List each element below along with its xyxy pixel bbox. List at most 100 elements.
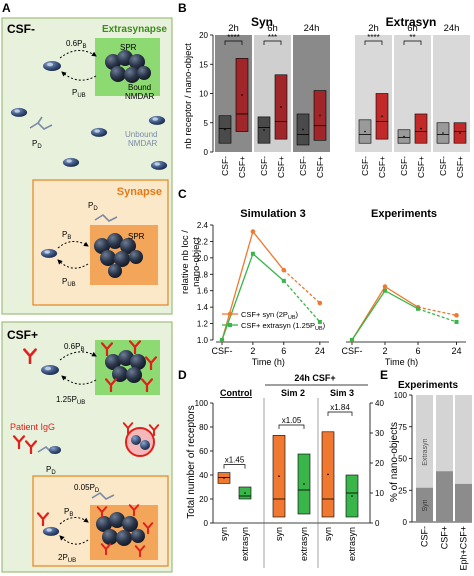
c-ytick-label: 2.2 <box>197 237 209 246</box>
e-ytick-label: 50 <box>398 455 407 464</box>
panel-d-label: D <box>178 368 187 382</box>
x-category-label: CSF- <box>420 526 430 547</box>
series-point <box>250 251 255 256</box>
bound-nmdar-label: NMDAR <box>125 92 155 101</box>
unbound-label: Unbound <box>125 130 157 139</box>
experiments-title: Experiments <box>371 208 437 220</box>
x-category-label: syn <box>219 527 229 541</box>
box-mean <box>263 129 265 131</box>
significance-marker: ** <box>409 33 415 42</box>
series-line-dashed <box>283 269 321 304</box>
series-line-dashed <box>283 280 321 323</box>
fold-bracket <box>327 411 353 416</box>
unbound-nmdar-icon <box>29 116 53 130</box>
significance-marker: **** <box>367 33 379 42</box>
panel-a: A CSF- Extrasynapse SPR Bound NMDAR 0.6P… <box>1 1 173 573</box>
x-category-label: extrasyn <box>299 527 309 561</box>
d-right-tick-label: 40 <box>375 399 384 408</box>
c-xtick-label: 2 <box>250 346 255 356</box>
c-xtick-label: CSF- <box>342 346 363 356</box>
series-point <box>250 229 256 234</box>
c-xtick-label: 24 <box>315 346 325 356</box>
legend-syn-marker <box>227 311 233 317</box>
syn-bar <box>416 487 433 522</box>
series-point <box>317 300 323 306</box>
box-mean <box>459 132 461 134</box>
d-left-tick-label: 0 <box>204 519 209 528</box>
extrasyn-bar <box>436 395 453 472</box>
significance-bracket <box>263 40 282 45</box>
x-category-label: syn <box>274 527 284 541</box>
c-ytick-label: 1.4 <box>197 303 209 312</box>
box-mean <box>351 495 353 497</box>
c-xtick-label: 6 <box>415 346 420 356</box>
panel-e: E Experiments % of nano-objects 0 25 50 75 1… <box>380 368 472 571</box>
panel-b-label: B <box>178 1 187 15</box>
x-category-label: extrasyn <box>240 527 250 561</box>
synapse-cluster-csfplus <box>96 512 145 546</box>
c-xlabel: Time (h) <box>385 357 418 367</box>
x-category-label: Eph+CSF+ <box>459 526 469 571</box>
panel-b: B nb receptor / nano-object 0 5 10 15 20 Syn… <box>178 1 470 178</box>
x-category-label: CSF+ <box>377 156 387 178</box>
syn-bar <box>436 471 453 522</box>
x-category-label: CSF- <box>399 156 409 176</box>
x-category-label: CSF- <box>360 156 370 176</box>
significance-marker: **** <box>227 33 239 42</box>
c-ytick-label: 2.4 <box>197 221 209 230</box>
series-point <box>281 267 287 273</box>
e-ytick-label: 75 <box>398 423 407 432</box>
c-xtick-label: 24 <box>451 346 461 356</box>
extrasynapse-label: Extrasynapse <box>102 24 167 35</box>
box-mean <box>364 130 366 133</box>
bound-label: Bound <box>128 83 151 92</box>
csf-header: 24h CSF+ <box>294 373 335 383</box>
panel-a-label: A <box>2 1 11 15</box>
syn-pub-label-csfplus: 2PUB <box>58 553 76 564</box>
series-point <box>317 319 322 324</box>
series-point <box>350 338 354 342</box>
box-mean <box>442 132 444 134</box>
fold-label: x1.45 <box>225 456 245 465</box>
x-category-label: CSF+ <box>315 156 325 178</box>
box-mean <box>278 475 280 478</box>
simulation-title: Simulation 3 <box>240 208 305 220</box>
extrasyn-bar <box>455 395 472 484</box>
extrasynapse-cluster <box>105 50 151 83</box>
extrasyn-bar <box>416 395 433 488</box>
x-category-label: extrasyn <box>347 527 357 561</box>
c-ytick-label: 1.0 <box>197 336 209 345</box>
free-receptor <box>148 115 166 125</box>
csf-minus-title: CSF- <box>7 22 35 36</box>
fold-bracket <box>278 424 305 429</box>
series-point <box>416 306 420 311</box>
syn-pd-label-csfplus: 0.05PD <box>74 483 100 494</box>
d-right-tick-label: 30 <box>375 429 384 438</box>
panel-e-ylabel: % of nano-objects <box>389 422 400 502</box>
d-right-tick-label: 20 <box>375 459 384 468</box>
sim2-label: Sim 2 <box>281 388 305 398</box>
series-point <box>454 319 459 324</box>
timepoint-label: 24h <box>304 23 320 34</box>
extrasynapse-cluster-csfplus <box>105 350 146 383</box>
box-mean <box>223 477 225 479</box>
panel-e-label: E <box>380 368 388 382</box>
syn-binding-arrow <box>57 241 89 249</box>
c-xtick-label: 2 <box>382 346 387 356</box>
spr-label: SPR <box>120 43 137 52</box>
extrasyn-title: Extrasyn <box>386 15 437 29</box>
csf-plus-title: CSF+ <box>7 328 38 342</box>
panel-c-legend: CSF+ syn (2PUB) CSF+ extrasyn (1.25PUB) <box>222 310 326 332</box>
series-line-dashed <box>417 308 457 323</box>
e-ytick-label: 100 <box>394 391 408 400</box>
d-left-tick-label: 20 <box>199 495 208 504</box>
rate-ub: PUB <box>72 88 86 99</box>
x-category-label: CSF+ <box>455 156 465 178</box>
free-receptor <box>42 526 60 536</box>
d-right-tick-label: 0 <box>375 519 380 528</box>
c-ytick-label: 1.2 <box>197 320 209 329</box>
timepoint-label: 2h <box>368 23 379 34</box>
syn-pb-label-csfplus: PB <box>64 507 73 518</box>
extrasyn-box-plot: 2h CSF- CSF+ **** 6h CSF- CSF+ ** 24h CSF- CSF+ <box>355 23 470 178</box>
panel-c: C relative nb loc / nano-object Simulati… <box>178 187 466 367</box>
